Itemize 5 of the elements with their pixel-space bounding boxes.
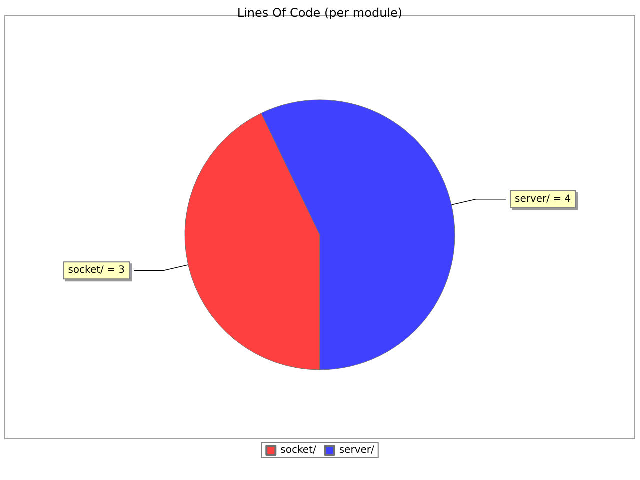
data-label: socket/ = 3 — [68, 265, 126, 276]
data-label: server/ = 4 — [514, 194, 572, 205]
legend-label: server/ — [339, 445, 375, 456]
chart-title: Lines Of Code (per module) — [237, 6, 403, 20]
legend-label: socket/ — [280, 445, 317, 456]
